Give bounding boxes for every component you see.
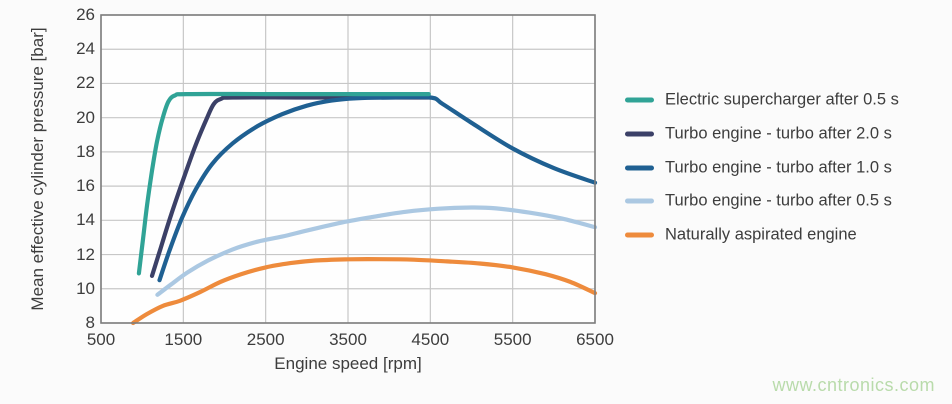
y-tick-label: 12 [76, 244, 95, 264]
legend-label: Naturally aspirated engine [665, 225, 857, 244]
watermark: www.cntronics.com [772, 375, 935, 395]
y-tick-label: 14 [76, 210, 95, 230]
legend-swatch [625, 232, 654, 238]
series-line-0 [136, 91, 431, 276]
series-line-1 [149, 95, 433, 278]
legend-swatch [625, 165, 654, 171]
y-tick-label: 22 [76, 73, 95, 93]
series-line-4 [131, 257, 598, 326]
x-tick-label: 3500 [329, 330, 367, 349]
y-tick-label: 10 [76, 278, 95, 298]
y-tick-label: 16 [76, 176, 95, 196]
x-tick-label: 6500 [576, 330, 614, 349]
legend-swatch [625, 97, 654, 103]
series-line-3 [155, 205, 598, 297]
y-tick-label: 20 [76, 107, 95, 127]
legend-label: Turbo engine - turbo after 2.0 s [665, 124, 892, 143]
legend-swatch [625, 198, 654, 204]
plot-border [100, 14, 596, 324]
legend-label: Turbo engine - turbo after 0.5 s [665, 191, 892, 210]
y-tick-label: 24 [76, 39, 95, 59]
legend-label: Turbo engine - turbo after 1.0 s [665, 158, 892, 177]
legend-label: Electric supercharger after 0.5 s [665, 90, 899, 109]
y-axis-title: Mean effective cylinder pressure [bar] [28, 27, 47, 311]
y-tick-label: 8 [85, 313, 95, 332]
x-axis-title: Engine speed [rpm] [274, 354, 422, 373]
x-tick-label: 1500 [164, 330, 203, 349]
x-tick-label: 500 [86, 330, 116, 349]
x-tick-label: 5500 [493, 330, 532, 349]
series-line-2 [157, 94, 598, 283]
y-tick-label: 26 [76, 5, 95, 24]
legend-swatch [625, 131, 654, 137]
x-tick-label: 4500 [411, 330, 450, 349]
y-tick-label: 18 [76, 141, 95, 161]
x-tick-label: 2500 [246, 330, 285, 349]
